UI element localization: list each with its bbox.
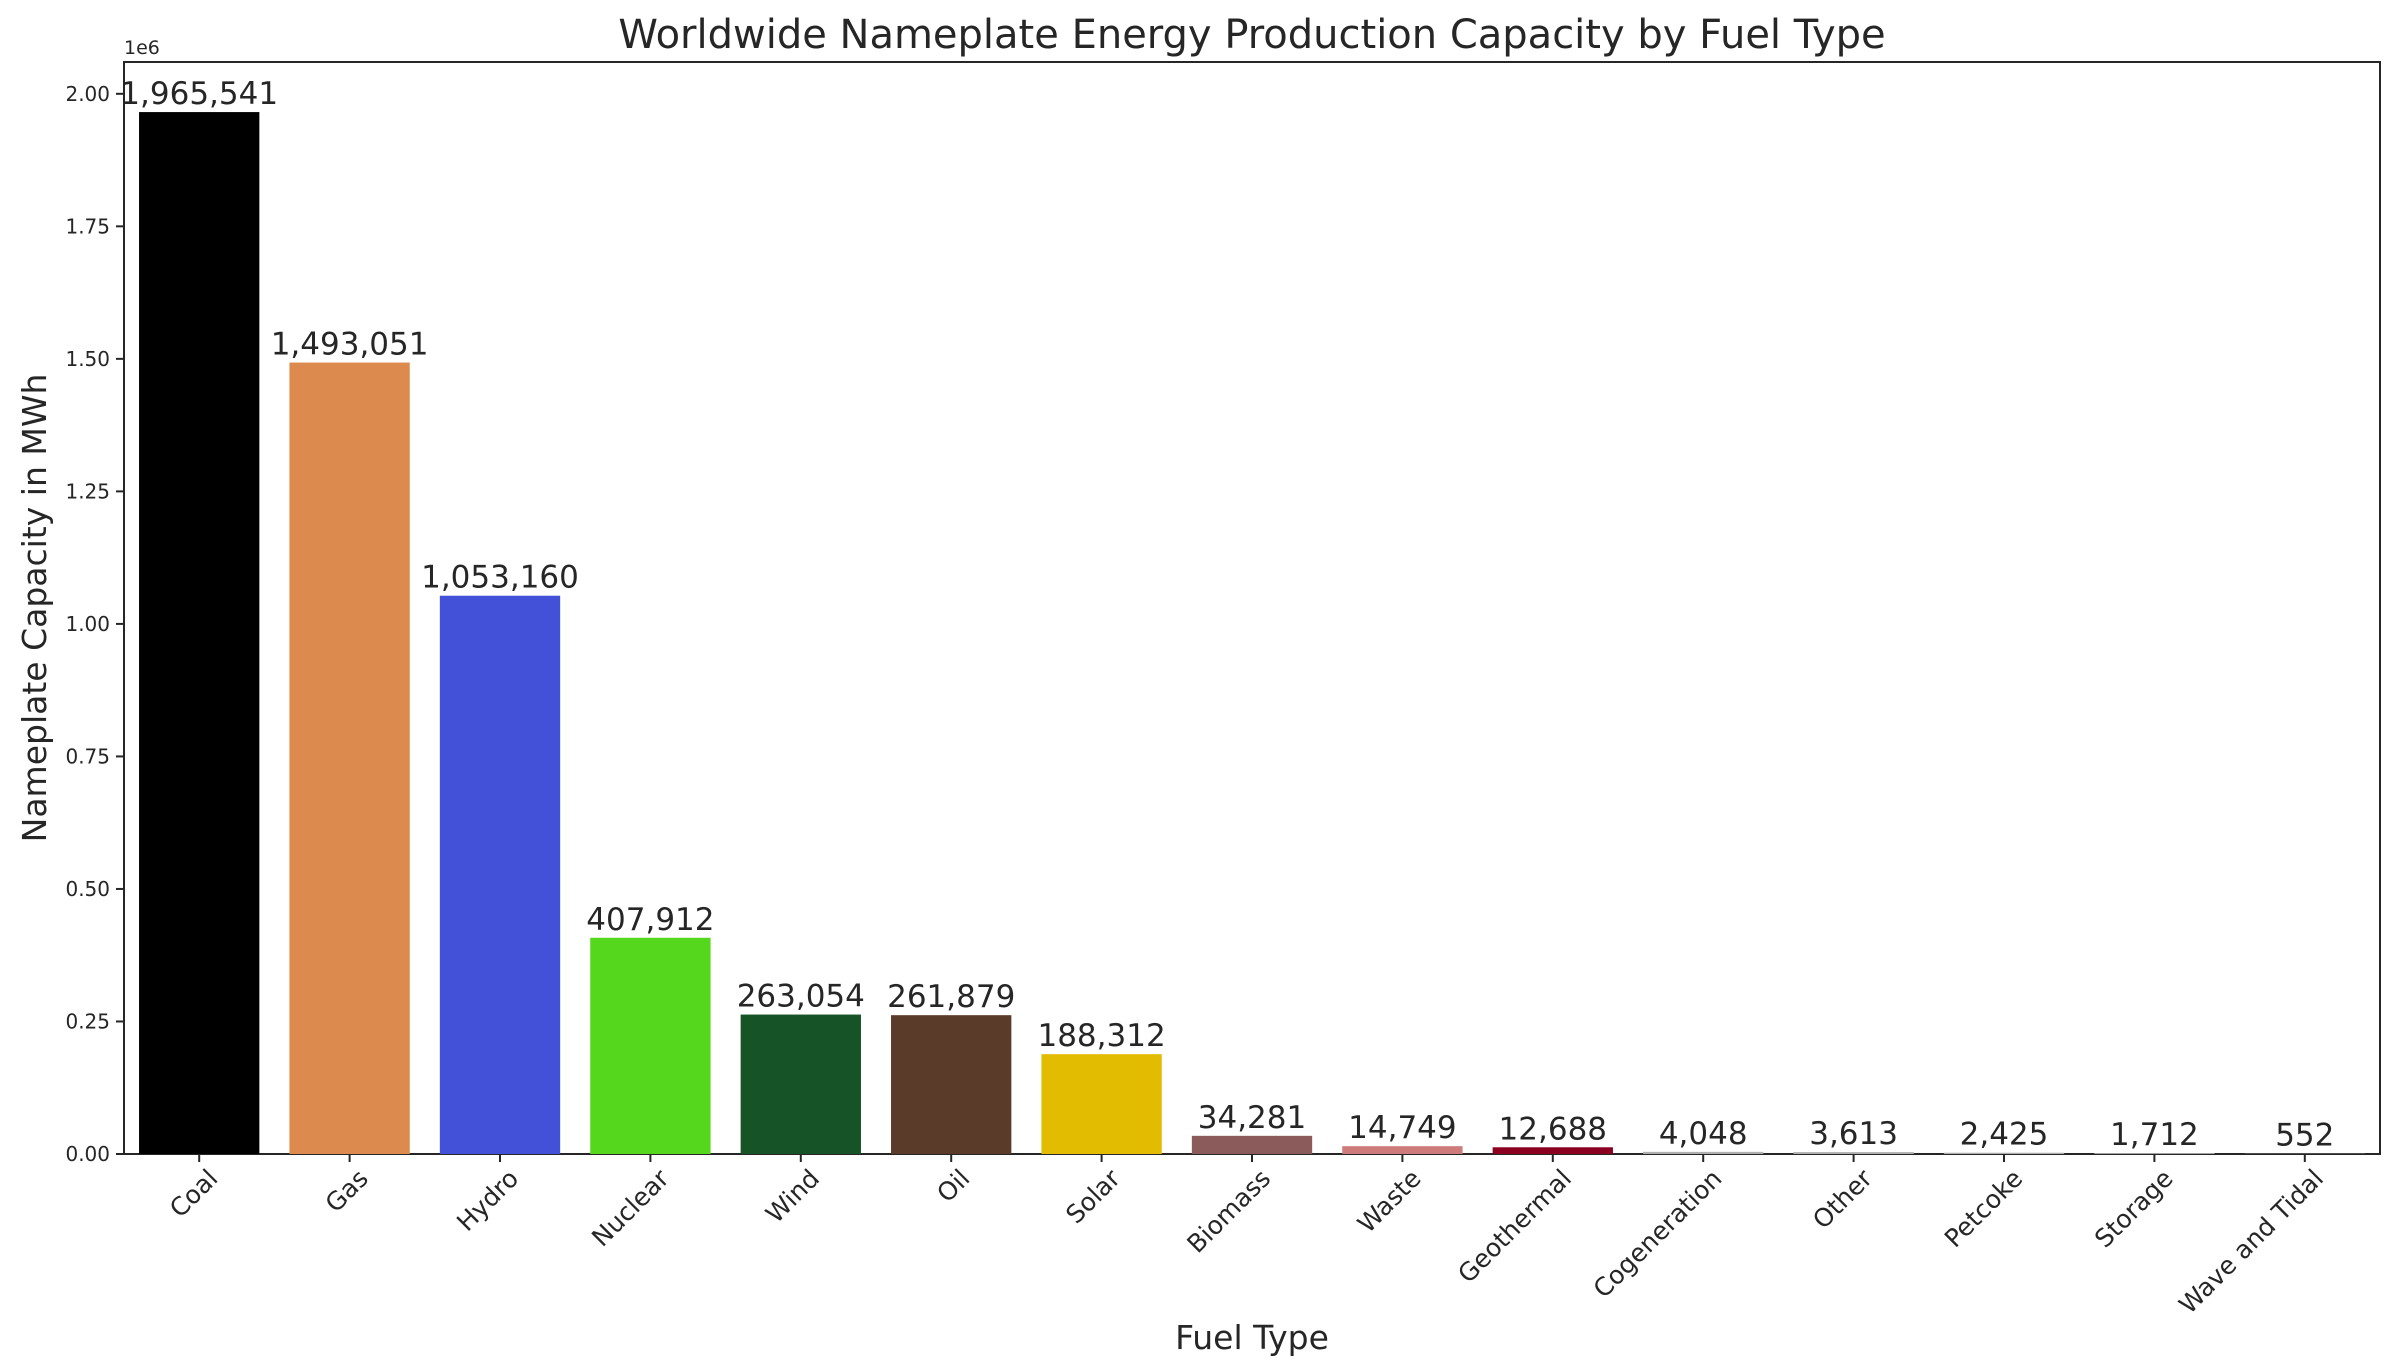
- y-tick-label: 1.75: [65, 214, 110, 238]
- x-tick-label: Geothermal: [1452, 1164, 1577, 1289]
- value-label: 407,912: [586, 902, 714, 938]
- x-tick-label: Waste: [1352, 1164, 1427, 1239]
- y-tick-label: 1.50: [65, 347, 110, 371]
- x-tick-label: Nuclear: [586, 1163, 675, 1252]
- value-label: 12,688: [1499, 1111, 1607, 1147]
- x-tick-label: Hydro: [451, 1164, 524, 1237]
- bar-waste: [1342, 1146, 1463, 1154]
- y-tick-label: 1.25: [65, 479, 110, 503]
- value-label: 2,425: [1960, 1117, 2049, 1153]
- bars-group: [139, 112, 2365, 1155]
- x-tick-label: Gas: [320, 1164, 374, 1218]
- value-labels-group: 1,965,541 1,493,051 1,053,160 407,912 263,05…: [120, 76, 2334, 1154]
- x-tick-label: Petcoke: [1939, 1164, 2028, 1253]
- y-axis-scale-label: 1e6: [124, 37, 160, 59]
- value-label: 263,054: [737, 979, 865, 1015]
- x-tick-label: Other: [1807, 1163, 1878, 1234]
- y-tick-label: 2.00: [65, 82, 110, 106]
- x-axis-ticks: Coal Gas Hydro Nuclear Wind Oil Solar Biomass Wa…: [164, 1154, 2329, 1319]
- value-label: 3,613: [1809, 1116, 1898, 1152]
- value-label: 1,712: [2110, 1117, 2199, 1153]
- x-tick-label: Storage: [2089, 1164, 2179, 1254]
- x-tick-label: Wave and Tidal: [2173, 1164, 2329, 1320]
- bar-petcoke: [1943, 1152, 2065, 1154]
- y-tick-label: 0.25: [65, 1009, 110, 1033]
- x-tick-label: Solar: [1060, 1163, 1126, 1229]
- x-axis-label: Fuel Type: [1175, 1318, 1329, 1357]
- bar-geothermal: [1492, 1147, 1613, 1154]
- value-label: 261,879: [887, 979, 1015, 1015]
- y-axis-label: Nameplate Capacity in MWh: [15, 374, 54, 843]
- value-label: 1,053,160: [421, 560, 579, 596]
- value-label: 552: [2275, 1118, 2334, 1154]
- value-label: 188,312: [1037, 1018, 1165, 1054]
- y-tick-label: 1.00: [65, 612, 110, 636]
- value-label: 34,281: [1198, 1100, 1306, 1136]
- x-tick-label: Wind: [760, 1164, 825, 1229]
- value-label: 14,749: [1348, 1110, 1456, 1146]
- y-tick-label: 0.75: [65, 744, 110, 768]
- value-label: 4,048: [1659, 1116, 1748, 1152]
- x-tick-label: Biomass: [1181, 1164, 1276, 1259]
- bar-coal: [139, 112, 260, 1155]
- bar-solar: [1041, 1054, 1162, 1154]
- bar-cogeneration: [1643, 1151, 1764, 1154]
- bar-hydro: [439, 595, 561, 1154]
- chart-title: Worldwide Nameplate Energy Production Ca…: [618, 12, 1885, 58]
- x-tick-label: Cogeneration: [1588, 1164, 1728, 1304]
- x-tick-label: Oil: [931, 1164, 975, 1208]
- bar-storage: [2094, 1153, 2215, 1154]
- y-tick-label: 0.50: [65, 877, 110, 901]
- bar-nuclear: [590, 937, 711, 1154]
- y-tick-label: 0.00: [65, 1142, 110, 1166]
- bar-wind: [740, 1014, 861, 1154]
- bar-other: [1793, 1152, 1914, 1154]
- bar-oil: [891, 1015, 1012, 1154]
- value-label: 1,493,051: [271, 327, 429, 363]
- bar-biomass: [1191, 1135, 1313, 1154]
- x-tick-label: Coal: [164, 1164, 223, 1223]
- value-label: 1,965,541: [120, 76, 278, 112]
- bar-gas: [289, 362, 410, 1154]
- y-axis-ticks: 0.00 0.25 0.50 0.75 1.00 1.25 1.50 1.75 2.00: [65, 82, 124, 1166]
